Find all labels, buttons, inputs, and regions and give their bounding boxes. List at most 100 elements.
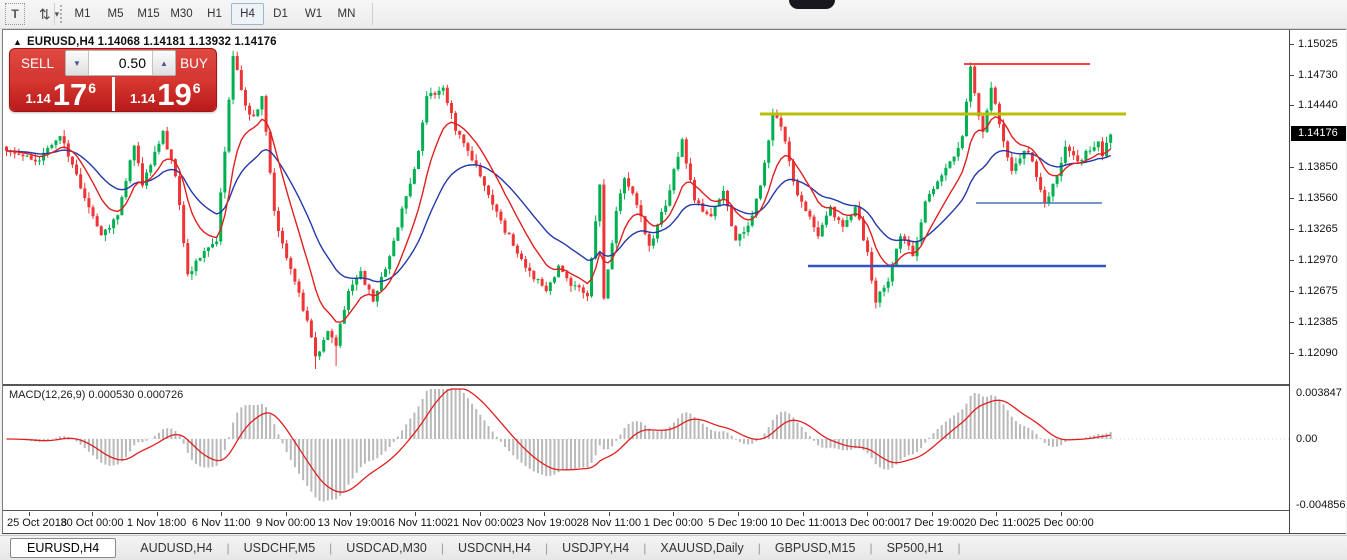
current-price-badge: 1.14176	[1291, 125, 1346, 141]
price-tick-label: 1.12385	[1298, 315, 1338, 328]
time-tick-label: 9 Nov 00:00	[256, 517, 316, 529]
tab-usdcnh-h4[interactable]: USDCNH,H4 |	[444, 539, 548, 557]
timeframe-group: M1 M5 M15 M30 H1 H4 D1 W1 MN	[66, 3, 363, 25]
macd-indicator-label: MACD(12,26,9) 0.000530 0.000726	[9, 389, 184, 401]
time-tick-label: 6 Nov 11:00	[191, 517, 251, 529]
toolbar-separator	[54, 3, 55, 25]
time-tick	[738, 512, 739, 516]
timeframe-button-m15[interactable]: M15	[132, 3, 165, 25]
timeframe-button-h1[interactable]: H1	[198, 3, 231, 25]
tab-separator: |	[226, 541, 230, 555]
timeframe-button-d1[interactable]: D1	[264, 3, 297, 25]
time-tick-label: 21 Nov 00:00	[446, 517, 513, 529]
time-tick	[415, 512, 416, 516]
sort-arrows-icon: ⇅	[38, 5, 51, 22]
text-label-tool-button[interactable]: T	[5, 3, 25, 25]
time-tick	[544, 512, 546, 516]
time-tick	[92, 512, 93, 516]
time-tick-label: 23 Nov 19:00	[511, 517, 577, 529]
tab-usdchf-m5[interactable]: USDCHF,M5 |	[230, 539, 333, 557]
toolbar-grip-handle[interactable]	[59, 4, 63, 24]
symbol-marker-icon: ▲	[13, 37, 23, 47]
price-tick	[1290, 167, 1294, 169]
toolbar: T ⇅ ▾ M1 M5 M15 M30 H1 H4 D1 W1 MN	[0, 0, 1347, 29]
chart-window: ▲ EURUSD,H4 1.14068 1.14181 1.13932 1.141…	[2, 29, 1346, 534]
chart-title-text: EURUSD,H4 1.14068 1.14181 1.13932 1.1417…	[27, 36, 277, 48]
timeframe-button-mn[interactable]: MN	[330, 3, 363, 25]
time-tick	[673, 512, 675, 516]
volume-increase-button[interactable]: ▲	[152, 51, 175, 75]
time-tick	[156, 512, 158, 516]
tab-separator: |	[643, 541, 647, 555]
volume-input[interactable]	[89, 51, 152, 75]
chart-title: ▲ EURUSD,H4 1.14068 1.14181 1.13932 1.141…	[13, 36, 277, 48]
time-tick	[608, 512, 610, 516]
tab-separator: |	[869, 541, 873, 555]
sell-price-figure: 1.14	[25, 91, 51, 106]
tab-usdjpy-h4[interactable]: USDJPY,H4 |	[548, 539, 646, 557]
volume-decrease-button[interactable]: ▼	[66, 51, 89, 75]
chart-tab-label: USDCAD,M30	[346, 541, 427, 555]
time-tick-label: 1 Nov 18:00	[126, 517, 187, 529]
tab-separator: |	[329, 541, 333, 555]
price-tick-label: 1.13265	[1298, 222, 1338, 235]
time-tick	[867, 512, 869, 516]
screen-notch	[789, 0, 835, 9]
time-tick	[802, 512, 804, 516]
time-tick	[1061, 512, 1062, 516]
time-tick	[350, 512, 352, 516]
tab-separator: |	[757, 541, 761, 555]
price-axis: 1.15025 1.14730 1.14440 1.13850 1.13560 1.132…	[1289, 30, 1346, 533]
time-tick-label: 25 Dec 00:00	[1028, 517, 1094, 529]
chart-tab-label: XAUUSD,Daily	[660, 541, 744, 555]
timeframe-button-m30[interactable]: M30	[165, 3, 198, 25]
tab-gbpusd-m15[interactable]: GBPUSD,M15 |	[761, 539, 873, 557]
time-tick-label: 30 Oct 00:00	[60, 517, 124, 529]
timeframe-button-m1[interactable]: M1	[66, 3, 99, 25]
time-tick-label: 28 Nov 11:00	[576, 517, 642, 529]
time-axis: 25 Oct 2018 30 Oct 00:00 1 Nov 18:00 6 Nov …	[3, 512, 1289, 533]
time-tick-label: 13 Dec 00:00	[834, 517, 900, 529]
price-tick-label: 1.13560	[1298, 191, 1338, 204]
sell-quote-box[interactable]: 1.14 17 6	[10, 77, 112, 111]
buy-price-figure: 1.14	[129, 91, 156, 106]
tab-audusd-h4[interactable]: AUDUSD,H4 |	[126, 539, 229, 557]
timeframe-button-w1[interactable]: W1	[297, 3, 330, 25]
price-tick	[1290, 260, 1294, 262]
price-tick-label: 1.14440	[1298, 99, 1338, 112]
price-tick	[1290, 228, 1294, 230]
chevron-down-icon: ▾	[54, 8, 60, 19]
price-tick	[1290, 105, 1294, 107]
cursor-arrows-tool-button[interactable]: ⇅ ▾	[32, 3, 66, 25]
price-tick-label: 1.12675	[1298, 285, 1338, 298]
time-tick-label: 25 Oct 2018	[7, 517, 67, 529]
time-tick	[29, 512, 30, 516]
chart-tab-label: AUDUSD,H4	[140, 541, 213, 555]
indicator-pane-splitter[interactable]	[3, 384, 1289, 386]
macd-axis-label: 0.003847	[1296, 387, 1342, 399]
time-tick-label: 5 Dec 19:00	[708, 517, 768, 529]
time-tick	[285, 512, 287, 516]
timeframe-button-h4[interactable]: H4	[231, 3, 264, 25]
price-tick-label: 1.15025	[1298, 37, 1338, 50]
price-tick-label: 1.12970	[1298, 254, 1338, 267]
price-tick	[1290, 43, 1294, 45]
buy-quote-box[interactable]: 1.14 19 6	[114, 77, 216, 111]
tab-xauusd-daily[interactable]: XAUUSD,Daily |	[646, 539, 760, 557]
tab-sp500-h1[interactable]: SP500,H1 |	[873, 539, 961, 557]
time-tick-label: 13 Nov 19:00	[317, 517, 384, 529]
time-tick-label: 1 Dec 00:00	[643, 517, 704, 529]
time-tick	[931, 512, 933, 516]
chart-tab-label: USDCNH,H4	[458, 541, 531, 555]
buy-button[interactable]: BUY	[172, 49, 216, 77]
tab-usdcad-m30[interactable]: USDCAD,M30 |	[332, 539, 444, 557]
chart-tabs-bar: EURUSD,H4 AUDUSD,H4 | USDCHF,M5 | USDCAD…	[0, 535, 1347, 560]
time-tick	[996, 512, 998, 516]
toolbar-separator	[372, 3, 373, 25]
sell-button[interactable]: SELL	[10, 49, 65, 77]
timeframe-button-m5[interactable]: M5	[99, 3, 132, 25]
time-tick-label: 17 Dec 19:00	[899, 517, 965, 529]
tab-eurusd-h4[interactable]: EURUSD,H4	[10, 538, 117, 558]
